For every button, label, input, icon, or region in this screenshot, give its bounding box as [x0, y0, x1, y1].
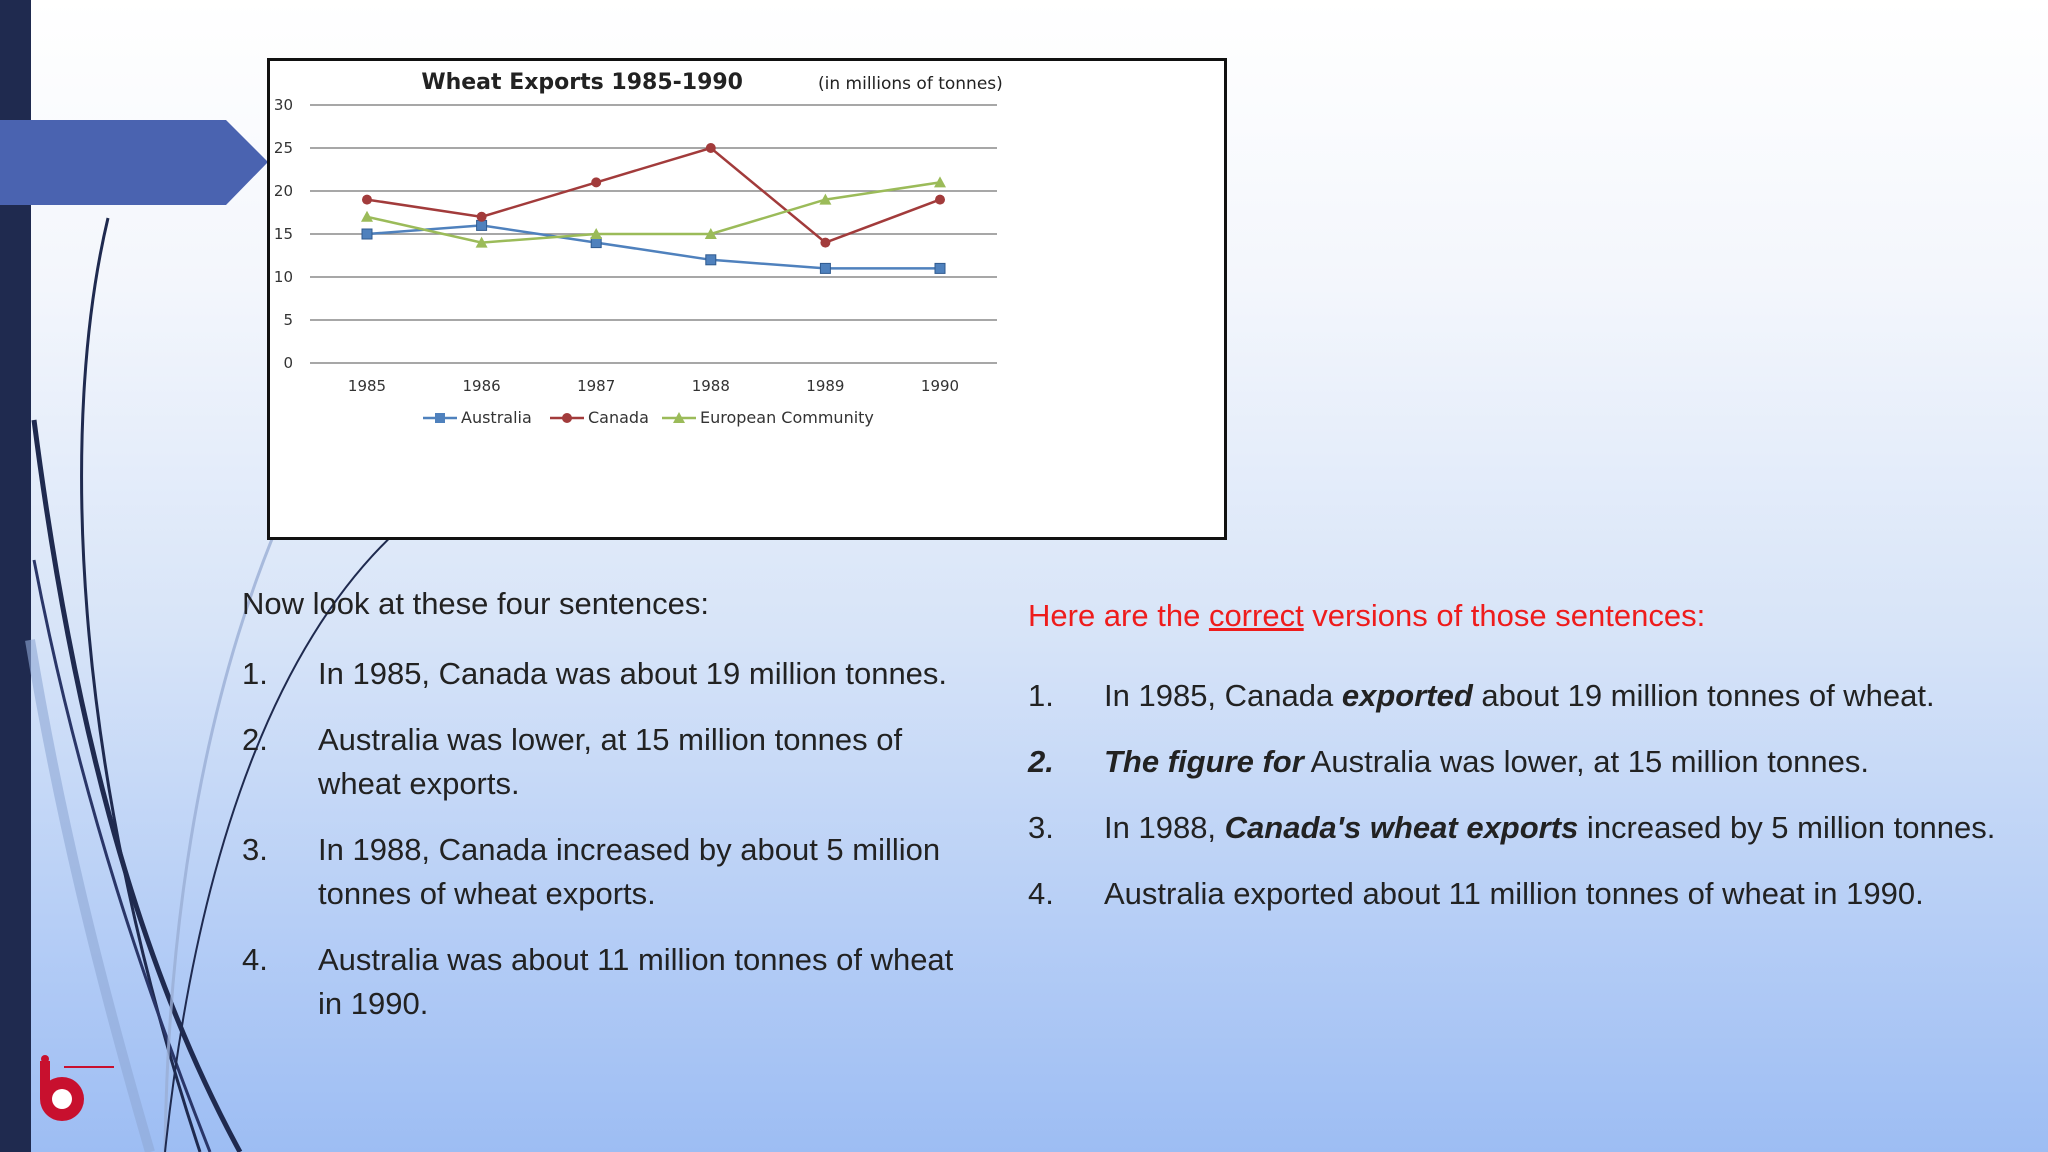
item-text: In 1985, Canada was about 19 million ton…	[318, 656, 948, 691]
item-text: The figure for Australia was lower, at 1…	[1104, 740, 2028, 784]
data-point	[590, 237, 602, 249]
x-tick-label: 1987	[577, 377, 615, 395]
data-point	[591, 177, 602, 188]
logo-icon	[40, 1055, 114, 1121]
data-point	[362, 194, 372, 205]
y-tick-label: 30	[274, 96, 293, 114]
list-item: 2. Australia was lower, at 15 million to…	[242, 718, 982, 806]
left-intro: Now look at these four sentences:	[242, 586, 709, 621]
legend-marker	[562, 413, 572, 423]
data-point	[819, 262, 831, 274]
intro-underlined: correct	[1208, 598, 1304, 633]
text-part: Australia was lower, at 15 million tonne…	[1303, 744, 1869, 779]
intro-after: versions of those sentences:	[1303, 598, 1706, 633]
data-point	[361, 210, 373, 222]
item-text: Australia exported about 11 million tonn…	[1104, 872, 2028, 916]
list-item: 3. In 1988, Canada increased by about 5 …	[242, 828, 982, 916]
x-axis-ticks: 1985 1986 1987 1988 1989 1990	[348, 377, 959, 395]
legend-marker	[435, 413, 445, 423]
wheat-exports-chart: Wheat Exports 1985-1990 (in millions of …	[267, 58, 1227, 540]
x-tick-label: 1989	[806, 377, 844, 395]
chart-subtitle: (in millions of tonnes)	[818, 74, 1003, 94]
emphasis-text: The figure for	[1104, 744, 1304, 779]
item-text: In 1985, Canada exported about 19 millio…	[1104, 674, 2028, 718]
text-part: about 19 million tonnes of wheat.	[1472, 678, 1935, 713]
series-line-canada	[366, 146, 941, 245]
emphasis-text: exported	[1341, 678, 1473, 713]
emphasis-text: Canada's wheat exports	[1224, 810, 1579, 845]
chart-series	[361, 143, 946, 274]
item-number: 4.	[1028, 876, 1054, 911]
chart-legend: Australia Canada European Community	[423, 408, 874, 427]
x-tick-label: 1990	[921, 377, 959, 395]
right-intro: Here are the correct versions of those s…	[1028, 594, 2028, 638]
list-item: 1. In 1985, Canada exported about 19 mil…	[1028, 674, 2028, 718]
data-point	[819, 193, 832, 205]
item-number: 4.	[242, 942, 268, 977]
list-item: 1. In 1985, Canada was about 19 million …	[242, 652, 982, 696]
data-point	[934, 262, 946, 274]
data-point	[361, 228, 373, 240]
legend-marker	[673, 412, 685, 423]
item-text: Australia was about 11 million tonnes of…	[318, 942, 954, 1021]
chart-title: Wheat Exports 1985-1990	[421, 70, 743, 95]
data-point	[934, 176, 946, 188]
x-tick-label: 1985	[348, 377, 386, 395]
y-tick-label: 25	[274, 139, 293, 157]
y-axis-ticks: 0 5 10 15 20 25 30	[274, 96, 293, 372]
text-part: In 1988,	[1104, 810, 1225, 845]
item-number: 1.	[1028, 678, 1054, 713]
data-point	[935, 194, 945, 205]
y-tick-label: 0	[283, 354, 293, 372]
arrow-tab	[0, 120, 268, 205]
item-number: 2.	[242, 722, 268, 757]
x-tick-label: 1988	[692, 377, 730, 395]
data-point	[475, 236, 488, 248]
item-number: 3.	[1028, 810, 1054, 845]
data-point	[705, 254, 717, 266]
data-point	[704, 228, 717, 239]
legend-label: European Community	[700, 408, 874, 427]
y-tick-label: 15	[274, 225, 293, 243]
correct-sentences: Here are the correct versions of those s…	[1028, 594, 2028, 938]
legend-label: Australia	[461, 408, 532, 427]
item-number: 1.	[242, 656, 268, 691]
item-number: 3.	[242, 832, 268, 867]
legend-label: Canada	[588, 408, 649, 427]
item-number: 2.	[1028, 744, 1054, 779]
text-part: In 1985, Canada	[1104, 678, 1342, 713]
item-text: In 1988, Canada's wheat exports increase…	[1104, 806, 2028, 850]
intro-before: Here are the	[1028, 598, 1209, 633]
y-tick-label: 10	[274, 268, 293, 286]
y-tick-label: 20	[274, 182, 293, 200]
x-tick-label: 1986	[463, 377, 501, 395]
list-item: 3. In 1988, Canada's wheat exports incre…	[1028, 806, 2028, 850]
data-point	[820, 237, 831, 248]
original-sentences: Now look at these four sentences: 1. In …	[242, 582, 982, 1048]
item-text: Australia was lower, at 15 million tonne…	[318, 722, 903, 801]
data-point	[590, 228, 603, 239]
data-point	[476, 211, 487, 222]
list-item: 2. The figure for Australia was lower, a…	[1028, 740, 2028, 784]
item-text: In 1988, Canada increased by about 5 mil…	[318, 832, 941, 911]
text-part: Australia exported about 11 million tonn…	[1104, 876, 1924, 911]
list-item: 4. Australia exported about 11 million t…	[1028, 872, 2028, 916]
list-item: 4. Australia was about 11 million tonnes…	[242, 938, 982, 1026]
decorative-curves	[25, 217, 481, 1152]
series-line-australia	[366, 224, 940, 270]
data-point	[476, 219, 488, 231]
text-part: increased by 5 million tonnes.	[1578, 810, 1996, 845]
y-tick-label: 5	[283, 311, 293, 329]
data-point	[705, 143, 716, 153]
series-line-european-community	[366, 181, 941, 244]
